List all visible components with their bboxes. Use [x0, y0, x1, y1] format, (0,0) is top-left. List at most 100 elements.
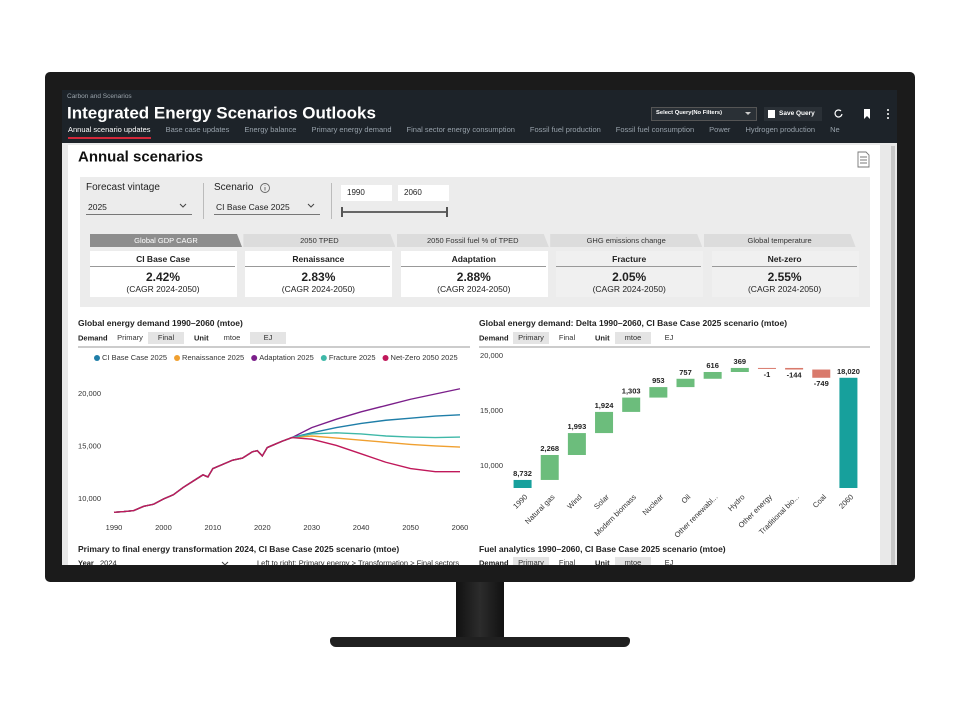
control-option[interactable]: EJ [250, 332, 286, 344]
slider-handle[interactable] [446, 207, 448, 217]
card-value: 2.42% [145, 270, 181, 284]
control-option[interactable]: Primary [112, 332, 148, 344]
card-note: (CAGR 2024-2050) [126, 283, 200, 294]
control-option[interactable]: Final [549, 557, 585, 565]
dropdown-value[interactable]: 2025 [88, 201, 107, 212]
bar [513, 479, 532, 488]
section-title: Fuel analytics 1990–2060, CI Base Case 2… [479, 543, 726, 554]
control-option[interactable]: EJ [651, 557, 687, 565]
bookmark-icon[interactable] [864, 109, 870, 119]
card-name: Net-zero [767, 253, 802, 264]
nav-tab[interactable]: Base case updates [165, 125, 230, 134]
dropdown-value[interactable]: 2024 [100, 558, 117, 565]
select-query[interactable]: Select Query(No Filters) [656, 110, 723, 117]
screen: CI Base Case 2.42% (CAGR 2024-2050) Renaiss… [62, 90, 897, 565]
legend-swatch [382, 355, 389, 361]
range-end[interactable]: 2060 [404, 188, 422, 197]
card-rule [556, 266, 702, 267]
divider [203, 183, 204, 219]
chart-title: Global energy demand: Delta 1990–2060, C… [479, 317, 788, 328]
menu-icon [887, 113, 889, 115]
refresh-icon[interactable] [834, 109, 843, 118]
metric-tab[interactable]: 2050 Fossil fuel % of TPED [397, 234, 549, 247]
control-option[interactable]: mtoe [214, 332, 250, 344]
series-line [113, 388, 461, 514]
nav-tab[interactable]: Final sector energy consumption [406, 125, 515, 134]
nav-tab[interactable]: Hydrogen production [745, 125, 816, 134]
range-slider[interactable] [342, 211, 447, 213]
control-label: Demand [78, 333, 108, 343]
slider-handle[interactable] [341, 207, 343, 217]
legend-label: Fracture 2025 [329, 353, 376, 362]
legend-swatch [174, 355, 181, 361]
value-label: 1,924 [595, 401, 615, 410]
nav-tab[interactable]: Power [709, 125, 731, 134]
nav-tab[interactable]: Ne [830, 125, 840, 134]
menu-icon[interactable] [887, 109, 889, 111]
monitor-base [330, 637, 630, 647]
value-label: -749 [814, 379, 829, 388]
dropdown-value[interactable]: CI Base Case 2025 [216, 201, 290, 212]
control-option[interactable]: Primary [513, 332, 549, 344]
range-input[interactable] [398, 185, 449, 201]
bar [595, 411, 614, 434]
dropdown-chevron [179, 203, 187, 208]
info-icon[interactable] [260, 183, 270, 193]
filter-label: Scenario [214, 182, 254, 193]
metric-card: Fracture 2.05% (CAGR 2024-2050) [556, 251, 704, 297]
value-label: 2,268 [540, 444, 559, 453]
x-tick-label: 1990 [106, 523, 123, 532]
nav-tab[interactable]: Annual scenario updates [68, 125, 151, 139]
metric-tab[interactable]: Global GDP CAGR [90, 234, 242, 247]
x-tick-label: 2000 [155, 523, 172, 532]
icons [78, 109, 889, 565]
metric-card: CI Base Case 2.42% (CAGR 2024-2050) [90, 251, 237, 297]
nav-tab[interactable]: Primary energy demand [311, 125, 392, 134]
nav-tab[interactable]: Energy balance [244, 125, 297, 134]
value-label: -1 [764, 370, 771, 379]
save-button[interactable] [764, 107, 822, 121]
metric-tab[interactable]: Global temperature [704, 234, 856, 247]
control-option[interactable]: mtoe [615, 332, 651, 344]
metric-tab[interactable]: GHG emissions change [550, 234, 702, 247]
monitor-neck [456, 582, 504, 639]
value-label: 616 [706, 361, 719, 370]
dropdown-underline [214, 214, 320, 215]
save-query[interactable]: Save Query [779, 109, 815, 117]
x-tick-label: 2060 [452, 523, 469, 532]
control-label: Unit [194, 333, 209, 343]
divider [331, 183, 332, 219]
card-note: (CAGR 2024-2050) [281, 283, 356, 294]
legend-swatch [251, 355, 258, 361]
document-icon[interactable] [857, 151, 870, 168]
x-tick-label: 2030 [303, 523, 320, 532]
card-value: 2.05% [612, 270, 647, 284]
menu-icon [887, 117, 889, 119]
control-option[interactable]: EJ [651, 332, 687, 344]
y-tick-label: 10,000 [78, 494, 101, 503]
x-tick-label: Hydro [726, 492, 747, 513]
control-label: Demand [479, 333, 509, 343]
range-start[interactable]: 1990 [347, 188, 365, 197]
nav-tab[interactable]: Fossil fuel consumption [615, 125, 695, 134]
filter-label: Forecast vintage [86, 182, 160, 193]
y-tick-label: 15,000 [480, 406, 503, 415]
save-icon [768, 110, 775, 118]
nav-tab[interactable]: Fossil fuel production [529, 125, 601, 134]
control-label: Unit [595, 558, 610, 565]
range-input[interactable] [341, 185, 392, 201]
metric-tab[interactable]: 2050 TPED [243, 234, 395, 247]
series-line [113, 436, 460, 514]
control-option[interactable]: mtoe [615, 557, 651, 565]
value-label: -144 [787, 371, 803, 380]
select-box[interactable] [651, 107, 757, 121]
card-rule [245, 266, 391, 267]
x-tick-label: Nuclear [641, 492, 666, 517]
control-option[interactable]: Final [549, 332, 585, 344]
legend-label: Net-Zero 2050 2025 [391, 353, 458, 362]
bar [540, 455, 559, 480]
card-value: 2.83% [301, 270, 336, 284]
control-option[interactable]: Primary [513, 557, 549, 565]
control-option[interactable]: Final [148, 332, 184, 344]
screen-content: CI Base Case 2.42% (CAGR 2024-2050) Renaiss… [62, 90, 897, 565]
